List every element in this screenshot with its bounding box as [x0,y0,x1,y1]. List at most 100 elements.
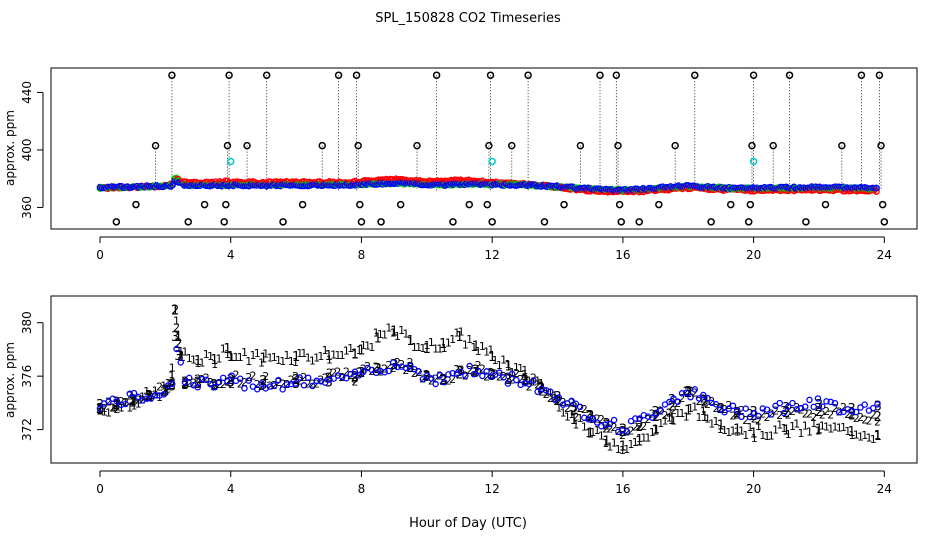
series1-dense-point: 1 [674,407,681,420]
series1-dense-point: 1 [657,417,664,430]
series3-dense-point [576,403,584,411]
outlier-black-point [483,200,492,209]
series1-point: 1 [210,353,218,368]
series3-dense-point [202,376,210,384]
series3-dense-point [483,368,490,375]
series1-dense-point: 1 [602,437,609,450]
series3-dense-point [436,371,444,379]
series2-dense-point: 2 [751,413,758,426]
series2-dense-point: 2 [861,414,868,427]
series1-dense-point: 1 [759,429,766,442]
series1-dense-point: 1 [143,385,150,398]
series2-dense-point: 2 [840,401,847,414]
series3-dense-point [304,374,312,382]
series2-point: 2 [129,394,137,409]
series3-dense-point [151,391,159,399]
outlier-black-point [524,71,532,79]
series3-dense-point [508,370,516,378]
series2-dense-point: 2 [844,408,851,421]
series2-dense-point: 2 [453,363,460,376]
series3-dense-point [768,411,775,418]
series2-point: 2 [504,371,512,386]
series1-dense-point: 1 [326,353,333,366]
series2-dense-point: 2 [814,401,821,414]
series2-dense-point: 2 [330,366,337,379]
series2-dense-point: 2 [836,405,843,418]
series3-point: 3 [586,409,594,424]
series3-point: 3 [112,396,120,411]
series3-dense-point [330,375,337,382]
series3-dense-point [181,378,189,386]
series3-dense-point [623,428,631,435]
series3-point: 3 [171,330,179,345]
series3-dense-point [105,398,112,406]
series3-point: 3 [635,416,643,431]
outlier-black-point [151,141,160,150]
outlier-black-point [413,141,421,150]
series3-dense-point [712,401,720,408]
top-x-tick-label: 4 [227,248,235,262]
series1-point: 1 [194,354,202,369]
series1-dense-point: 1 [611,436,618,449]
series2-dense-point: 2 [139,394,146,407]
series3-dense-point [559,401,567,408]
series2-dense-point: 2 [623,426,630,439]
series3-dense-point [780,409,788,417]
series1-point: 1 [602,434,610,449]
series3-point: 3 [181,376,189,391]
series1-dense-point: 1 [186,352,193,365]
series2-dense-point: 2 [764,411,771,424]
series2-dense-point: 2 [547,392,554,405]
series1-point: 1 [488,350,496,365]
series3-dense-point [360,368,367,375]
series1-point: 1 [357,343,365,358]
series1-dense-point: 1 [398,324,405,337]
series1-dense-point: 1 [755,420,762,433]
series2-dense-point: 2 [266,379,273,392]
series1-dense-point: 1 [738,425,745,438]
series2-dense-point: 2 [211,380,218,393]
series1-dense-point: 1 [343,344,350,357]
series3-dense-point [521,379,529,387]
series2-dense-point: 2 [347,369,354,382]
series2-dense-point: 2 [483,371,490,384]
series2-dense-point: 2 [313,378,320,391]
series2-point: 2 [553,394,561,409]
series1-dense-point: 1 [708,418,715,431]
series2-dense-point: 2 [538,386,545,399]
series1-dense-point: 1 [594,424,601,437]
series1-point: 1 [423,342,431,357]
series1-dense-point: 1 [780,422,787,435]
outlier-black-point [744,218,753,226]
series1-dense-point: 1 [330,349,337,362]
series2-dense-point: 2 [857,411,864,424]
series2-dense-point: 2 [649,408,656,421]
series1-dense-point: 1 [551,389,558,402]
series3-dense-point [704,394,711,402]
series3-dense-point [236,375,244,383]
series1-point: 1 [782,424,790,439]
series2-dense-point: 2 [101,402,108,415]
series2-dense-point: 2 [283,378,290,391]
outlier-black-point [614,141,622,150]
series1-dense-point: 1 [415,341,422,354]
series1-dense-point: 1 [543,385,550,398]
series3-dense-point [287,380,295,388]
series1-dense-point: 1 [228,351,235,364]
outlier-black-point [878,200,887,209]
bottom-panel-frame [50,295,918,464]
bottom-x-tick-label: 0 [96,482,104,496]
series2-dense-point: 2 [441,372,448,385]
series2-point: 2 [602,418,610,433]
series1-dense-point: 1 [296,347,303,360]
series2-dense-point: 2 [186,377,193,390]
series3-dense-point [568,397,575,405]
series1-dense-point: 1 [339,349,346,362]
series1-dense-point: 1 [224,348,231,361]
series1-dense-point: 1 [793,418,800,431]
series1-dense-point: 1 [356,344,363,357]
series1-dense-point: 1 [734,425,741,438]
series2-dense-point: 2 [704,398,711,411]
series1-point: 1 [504,359,512,374]
series1-dense-point: 1 [300,347,307,360]
